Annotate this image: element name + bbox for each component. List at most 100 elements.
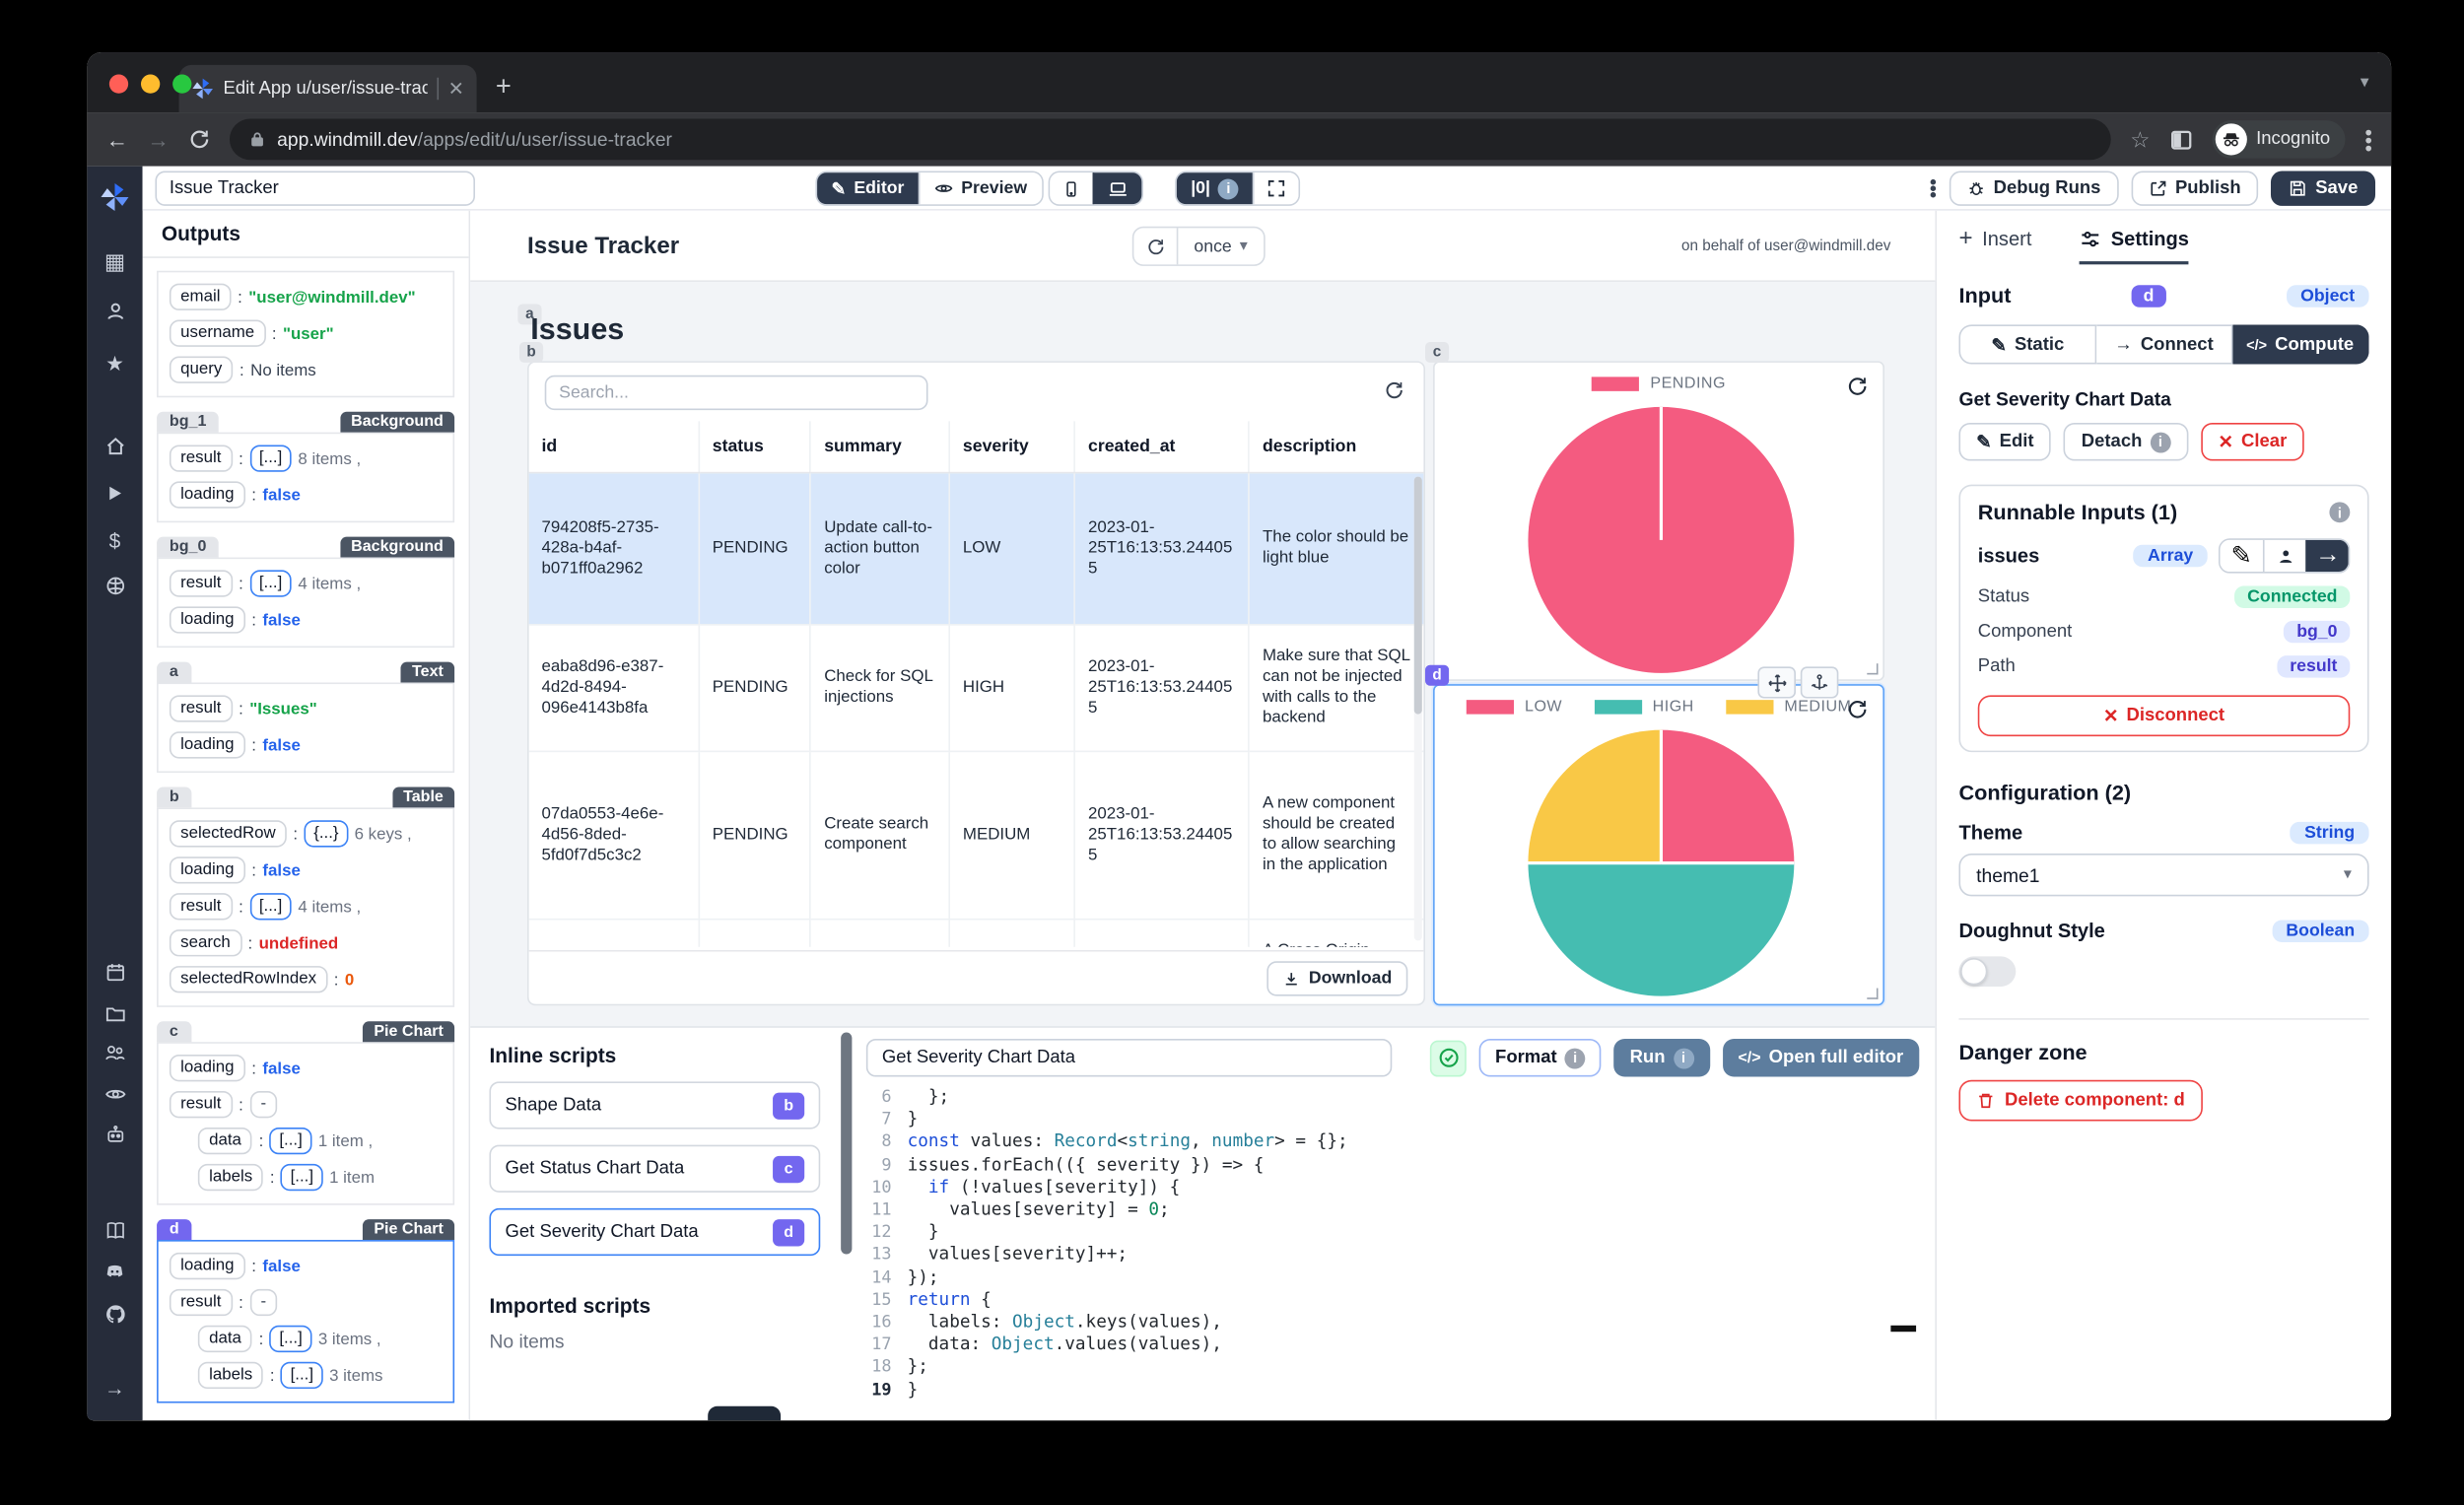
resize-handle[interactable] — [1867, 663, 1879, 675]
detach-button[interactable]: Detach i — [2064, 422, 2189, 461]
output-row[interactable]: email: "user@windmill.dev" — [169, 283, 442, 310]
output-row[interactable]: loading: false — [169, 606, 442, 634]
open-full-editor-button[interactable]: </> Open full editor — [1722, 1038, 1920, 1077]
back-icon[interactable]: ← — [105, 126, 129, 153]
github-icon[interactable] — [87, 1303, 142, 1325]
static-button[interactable]: ✎ Static — [1958, 324, 2097, 365]
panel-scrollbar[interactable] — [840, 1028, 854, 1420]
globe-icon[interactable] — [87, 575, 142, 596]
column-header-summary[interactable]: summary — [810, 421, 951, 474]
anchor-icon[interactable] — [1800, 666, 1839, 699]
component-c-badge[interactable]: c — [1425, 342, 1450, 363]
close-window-icon[interactable] — [108, 74, 129, 94]
tab-insert[interactable]: + Insert — [1958, 225, 2032, 252]
delete-component-button[interactable]: Delete component: d — [1958, 1079, 2203, 1122]
arrow-right-icon[interactable]: → — [104, 1376, 125, 1401]
url-field[interactable]: app.windmill.dev/apps/edit/u/user/issue-… — [229, 118, 2112, 161]
download-button[interactable]: Download — [1267, 961, 1408, 996]
tab-settings[interactable]: Settings — [2079, 228, 2189, 264]
output-row[interactable]: labels: [...] 3 items — [170, 1361, 442, 1390]
user-icon[interactable] — [87, 301, 142, 322]
output-row[interactable]: result: - — [169, 1091, 442, 1119]
run-button[interactable]: Run i — [1613, 1038, 1710, 1077]
theme-select[interactable]: theme1 ▾ — [1958, 854, 2369, 897]
incognito-badge[interactable]: Incognito — [2212, 120, 2347, 159]
table-scrollbar[interactable] — [1413, 476, 1422, 941]
play-icon[interactable] — [87, 483, 142, 504]
output-row[interactable]: loading: false — [169, 1055, 442, 1082]
output-row[interactable]: loading: false — [169, 856, 442, 884]
arrow-right-icon[interactable]: → — [2305, 539, 2349, 573]
output-row[interactable]: selectedRowIndex:0 — [169, 966, 442, 993]
desktop-view-button[interactable] — [1092, 172, 1142, 205]
output-row[interactable]: query: No items — [169, 356, 442, 383]
component-b-badge[interactable]: b — [518, 342, 544, 363]
format-button[interactable]: Format i — [1478, 1038, 1602, 1077]
connect-button[interactable]: → Connect — [2096, 324, 2233, 365]
move-icon[interactable] — [1757, 666, 1796, 699]
refresh-schedule-control[interactable]: once ▾ — [1131, 226, 1266, 266]
schedule-dropdown[interactable]: once ▾ — [1194, 237, 1248, 256]
code-area[interactable]: 6 }; 7} 8 const values: Record<string, numb… — [866, 1086, 1919, 1420]
tab-close-icon[interactable]: ✕ — [447, 77, 464, 101]
table-row[interactable]: eaba8d96-e387-4d2d-8494-096e4143b8fa PEND… — [528, 624, 1424, 752]
forward-icon[interactable]: → — [147, 126, 170, 153]
pencil-icon[interactable]: ✎ — [2220, 539, 2263, 573]
side-panel-icon[interactable] — [2169, 127, 2193, 151]
browser-menu-icon[interactable]: • • • — [2364, 119, 2372, 160]
output-row[interactable]: labels: [...] 1 item — [170, 1163, 442, 1192]
grid-icon[interactable]: ▦ — [103, 248, 126, 274]
folder-icon[interactable] — [87, 1002, 142, 1024]
debug-runs-button[interactable]: Debug Runs — [1949, 171, 2119, 206]
info-icon[interactable]: i — [2329, 502, 2351, 523]
table-search-input[interactable]: Search... — [544, 374, 928, 410]
clear-button[interactable]: ✕ Clear — [2200, 422, 2304, 461]
output-section-id[interactable]: b — [157, 787, 192, 808]
chart-refresh-icon[interactable] — [1846, 376, 1868, 397]
browser-tab[interactable]: Edit App u/user/issue-tracker ✕ — [178, 64, 477, 113]
table-row[interactable]: 07da0553-4e6e-4d56-8ded-5fd0f7d5c3c2 PEND… — [528, 750, 1424, 920]
table-refresh-icon[interactable] — [1384, 380, 1404, 401]
editor-scrollbar[interactable] — [1890, 1325, 1917, 1333]
table-row[interactable]: 794208f5-2735-428a-b4af-b071ff0a2962 PEND… — [528, 473, 1424, 625]
output-row[interactable]: result: "Issues" — [169, 695, 442, 722]
component-d-badge[interactable]: d — [1425, 664, 1450, 686]
more-menu-icon[interactable]: • • • — [1930, 171, 1937, 206]
app-name-input[interactable]: Issue Tracker — [155, 171, 476, 206]
column-header-status[interactable]: status — [699, 421, 812, 474]
compute-button[interactable]: </> Compute — [2232, 324, 2369, 365]
reload-icon[interactable] — [188, 128, 210, 150]
fullscreen-button[interactable] — [1253, 172, 1299, 205]
output-row[interactable]: search: undefined — [169, 929, 442, 957]
users-icon[interactable] — [87, 1042, 142, 1063]
output-row[interactable]: loading: false — [169, 1252, 442, 1280]
robot-icon[interactable] — [87, 1125, 142, 1146]
output-section-id[interactable]: bg_1 — [157, 411, 220, 433]
book-icon[interactable] — [87, 1219, 142, 1241]
edit-button[interactable]: ✎ Edit — [1958, 422, 2052, 461]
resize-handle[interactable] — [1867, 988, 1879, 999]
inline-script-item[interactable]: Get Severity Chart Data d — [489, 1207, 821, 1257]
window-controls[interactable] — [108, 74, 192, 94]
column-header-id[interactable]: id — [528, 421, 700, 474]
table-row[interactable]: A Cross Origin — [528, 918, 1424, 947]
preview-button[interactable]: Preview — [918, 172, 1042, 205]
output-row[interactable]: result: [...] 4 items , — [169, 893, 442, 921]
mobile-view-button[interactable] — [1050, 172, 1093, 205]
home-icon[interactable] — [87, 436, 142, 457]
hide-panels-button[interactable]: |0| i — [1176, 172, 1254, 205]
output-row[interactable]: data: [...] 1 item , — [170, 1127, 442, 1155]
output-row[interactable]: loading: false — [169, 481, 442, 509]
output-row[interactable]: result: [...] 4 items , — [169, 570, 442, 597]
output-row[interactable]: result: - — [169, 1288, 442, 1317]
discord-icon[interactable] — [87, 1261, 142, 1281]
script-title-input[interactable]: Get Severity Chart Data — [865, 1038, 1393, 1077]
inline-script-item[interactable]: Shape Data b — [489, 1081, 821, 1129]
chart-refresh-icon[interactable] — [1846, 699, 1868, 720]
doughnut-toggle[interactable] — [1958, 956, 2017, 987]
calendar-icon[interactable] — [87, 961, 142, 983]
column-header-description[interactable]: description — [1249, 421, 1424, 474]
output-row[interactable]: username: "user" — [169, 319, 442, 347]
text-component[interactable]: Issues — [530, 313, 625, 347]
output-section-id[interactable]: a — [157, 661, 191, 683]
